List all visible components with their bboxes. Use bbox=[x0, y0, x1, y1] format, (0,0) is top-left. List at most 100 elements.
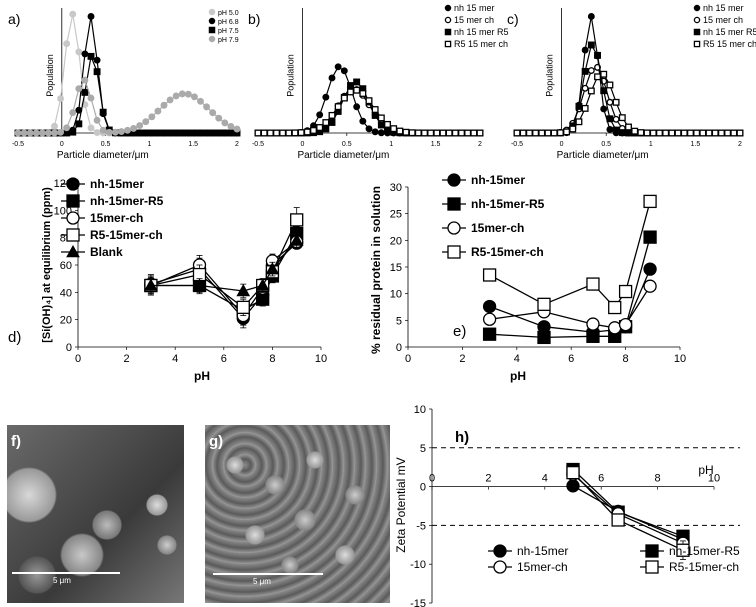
data-point-a-3 bbox=[20, 129, 28, 137]
data-point-b-2 bbox=[371, 112, 379, 119]
data-point-c-3 bbox=[674, 129, 682, 137]
data-point-a-2 bbox=[203, 129, 211, 137]
legend-label-e: nh-15mer bbox=[471, 173, 525, 187]
x-tick-label-h: 4 bbox=[542, 473, 548, 485]
data-point-h-3 bbox=[676, 543, 690, 557]
legend-marker-b bbox=[444, 16, 452, 24]
data-point-e-1 bbox=[643, 230, 657, 244]
x-tick-label-c: 2 bbox=[738, 141, 742, 148]
data-point-a-2 bbox=[93, 68, 101, 76]
data-point-a-3 bbox=[154, 107, 162, 115]
data-point-c-3 bbox=[736, 129, 744, 137]
legend-marker-e bbox=[447, 245, 461, 259]
data-point-c-3 bbox=[625, 123, 632, 131]
data-point-b-2 bbox=[347, 82, 354, 90]
scale-label-g: 5 μm bbox=[253, 577, 271, 586]
legend-label-b: 15 mer ch bbox=[454, 15, 494, 25]
data-point-b-3 bbox=[260, 129, 268, 137]
x-axis-label-h: pH bbox=[698, 463, 713, 477]
series-line-h-0 bbox=[572, 485, 684, 540]
x-tick-label-h: 2 bbox=[485, 473, 491, 485]
y-tick-label-h: -10 bbox=[410, 559, 426, 571]
data-point-b-3 bbox=[303, 128, 311, 136]
y-axis-label-b: Population bbox=[285, 54, 295, 97]
data-point-b-0 bbox=[328, 74, 336, 82]
data-point-a-3 bbox=[117, 128, 125, 136]
legend-label-c: nh 15 mer R5 bbox=[703, 27, 756, 37]
x-tick-label-c: 1 bbox=[649, 141, 653, 148]
panel-label-g: g) bbox=[209, 433, 224, 450]
data-point-d-3 bbox=[290, 213, 304, 227]
data-point-a-2 bbox=[148, 129, 156, 137]
data-point-c-3 bbox=[643, 129, 651, 137]
data-point-c-1 bbox=[606, 98, 614, 106]
panel-label-d: d) bbox=[8, 329, 21, 346]
data-point-e-0 bbox=[643, 262, 657, 276]
data-point-b-3 bbox=[334, 103, 342, 111]
data-point-b-3 bbox=[396, 127, 404, 135]
data-point-c-3 bbox=[575, 118, 583, 126]
panel-label-e: e) bbox=[453, 323, 466, 340]
data-point-c-3 bbox=[686, 129, 694, 137]
data-point-c-3 bbox=[600, 70, 608, 78]
legend-label-b: R5 15 mer ch bbox=[454, 39, 508, 49]
x-tick-label-e: 0 bbox=[405, 353, 411, 365]
data-point-c-3 bbox=[649, 129, 657, 137]
data-point-b-3 bbox=[328, 111, 336, 119]
y-tick-label-d: 40 bbox=[60, 287, 72, 299]
data-point-b-3 bbox=[322, 119, 330, 127]
data-point-c-3 bbox=[513, 129, 521, 137]
data-point-c-3 bbox=[693, 129, 701, 137]
data-point-b-3 bbox=[414, 129, 422, 137]
data-point-a-2 bbox=[172, 129, 180, 137]
data-point-c-3 bbox=[587, 87, 595, 95]
data-point-b-2 bbox=[384, 126, 391, 134]
data-point-b-0 bbox=[322, 93, 330, 101]
series-line-h-1 bbox=[572, 469, 684, 537]
data-point-b-3 bbox=[371, 106, 379, 113]
data-point-a-0 bbox=[69, 10, 77, 18]
data-point-e-3 bbox=[608, 300, 622, 315]
data-point-c-3 bbox=[711, 129, 719, 137]
data-point-a-1 bbox=[81, 50, 89, 58]
data-point-c-2 bbox=[581, 67, 589, 75]
data-point-c-2 bbox=[606, 115, 614, 123]
data-point-b-0 bbox=[365, 125, 373, 133]
x-axis-label-b: Particle diameter/μm bbox=[297, 150, 389, 161]
data-point-e-2 bbox=[482, 312, 497, 326]
series-line-e-1 bbox=[489, 236, 651, 339]
legend-marker-a bbox=[208, 35, 216, 43]
legend-label-e: nh-15mer-R5 bbox=[471, 197, 545, 211]
data-point-b-3 bbox=[402, 128, 410, 136]
legend-marker-d bbox=[66, 244, 80, 258]
data-point-b-3 bbox=[427, 129, 435, 137]
data-point-c-2 bbox=[594, 51, 601, 59]
data-point-a-3 bbox=[197, 97, 204, 105]
x-tick-label-d: 4 bbox=[172, 353, 178, 365]
x-tick-label-b: 1 bbox=[389, 141, 393, 148]
data-point-b-3 bbox=[297, 129, 305, 137]
data-point-a-3 bbox=[99, 126, 107, 134]
data-point-a-2 bbox=[87, 52, 95, 60]
data-point-c-2 bbox=[612, 126, 620, 134]
legend-marker-h bbox=[645, 544, 659, 558]
data-point-a-3 bbox=[178, 90, 186, 98]
x-tick-label-b: -0.5 bbox=[252, 141, 264, 148]
legend-label-d: nh-15mer bbox=[90, 177, 144, 191]
data-point-a-3 bbox=[111, 128, 119, 136]
legend-marker-b bbox=[444, 4, 452, 12]
data-point-a-3 bbox=[160, 101, 168, 109]
x-tick-label-a: -0.5 bbox=[12, 141, 24, 148]
legend-marker-h bbox=[493, 544, 507, 558]
data-point-a-2 bbox=[221, 129, 229, 137]
data-point-b-3 bbox=[365, 97, 373, 105]
data-point-e-3 bbox=[618, 284, 633, 299]
y-tick-label-h: -15 bbox=[410, 598, 426, 607]
data-point-c-2 bbox=[600, 87, 608, 95]
x-axis-label-e: pH bbox=[510, 369, 526, 383]
data-point-a-1 bbox=[93, 56, 101, 64]
legend-marker-b bbox=[444, 28, 452, 36]
data-point-b-3 bbox=[439, 129, 447, 137]
data-point-c-1 bbox=[581, 84, 589, 92]
data-point-b-0 bbox=[359, 117, 367, 125]
